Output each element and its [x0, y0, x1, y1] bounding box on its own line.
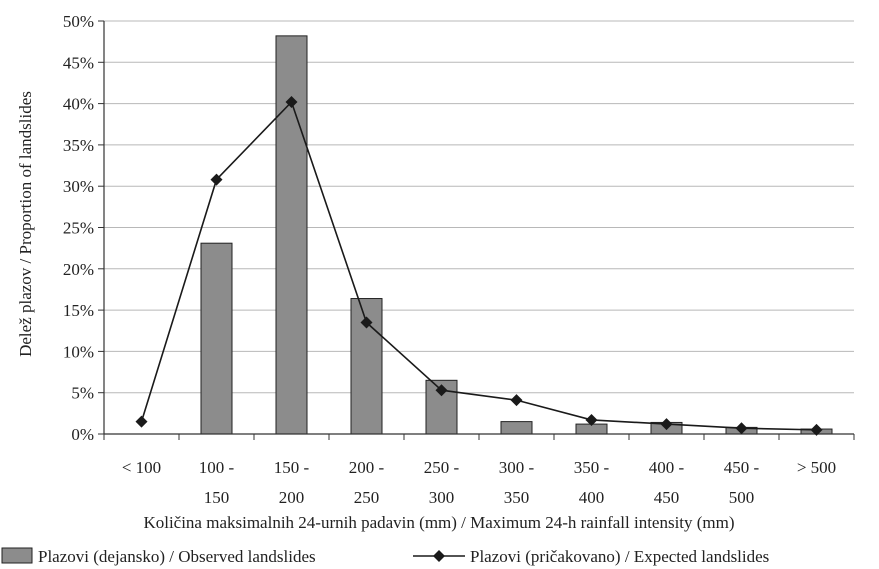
y-tick-label: 35%	[63, 136, 94, 155]
x-tick-label: 400 -	[649, 458, 685, 477]
line-point	[285, 95, 298, 108]
y-axis-label: Delež plazov / Proportion of landslides	[16, 91, 35, 357]
y-tick-label: 30%	[63, 177, 94, 196]
x-tick-label: > 500	[797, 458, 836, 477]
line-series	[135, 95, 823, 436]
y-tick-labels: 0% 5% 10% 15% 20% 25% 30% 35% 40% 45% 50%	[63, 12, 94, 444]
line-point	[510, 394, 523, 407]
x-tick-label: 150	[204, 488, 230, 507]
y-tick-label: 0%	[71, 425, 94, 444]
y-tick-label: 50%	[63, 12, 94, 31]
y-tick-label: 5%	[71, 384, 94, 403]
x-tick-label: 300	[429, 488, 455, 507]
legend-marker-expected	[433, 550, 445, 562]
x-tick-labels: < 100 100 - 150 150 - 200 200 - 250 250 - 300 300…	[122, 458, 836, 507]
y-tick-label: 15%	[63, 301, 94, 320]
bar	[500, 421, 533, 435]
line-point	[360, 316, 373, 329]
x-tick-label: 150 -	[274, 458, 310, 477]
x-tick-label: 350	[504, 488, 530, 507]
line-point	[135, 415, 148, 428]
x-tick-label: < 100	[122, 458, 161, 477]
y-tick-label: 25%	[63, 219, 94, 238]
bar-series	[200, 35, 833, 435]
line-point	[810, 423, 823, 436]
legend-swatch-observed	[1, 547, 33, 564]
x-tick-label: 100 -	[199, 458, 235, 477]
x-tick-label: 200 -	[349, 458, 385, 477]
x-tick-label: 350 -	[574, 458, 610, 477]
legend: Plazovi (dejansko) / Observed landslides…	[1, 547, 769, 566]
bar	[200, 242, 233, 435]
x-tick-label: 450 -	[724, 458, 760, 477]
expected-line	[140, 100, 817, 431]
line-point	[210, 173, 223, 186]
x-tick-label: 200	[279, 488, 305, 507]
line-point	[435, 384, 448, 397]
line-point	[660, 418, 673, 431]
x-tick-label: 500	[729, 488, 755, 507]
x-tick-label: 450	[654, 488, 680, 507]
x-tick-label: 250	[354, 488, 380, 507]
line-point	[735, 422, 748, 435]
y-tick-label: 45%	[63, 53, 94, 72]
x-tick-label: 300 -	[499, 458, 535, 477]
y-tick-label: 10%	[63, 342, 94, 361]
x-tick-label: 250 -	[424, 458, 460, 477]
x-tick-label: 400	[579, 488, 605, 507]
legend-label-observed: Plazovi (dejansko) / Observed landslides	[38, 547, 316, 566]
bar	[275, 35, 308, 435]
y-tick-label: 20%	[63, 260, 94, 279]
axes	[98, 20, 855, 440]
line-point	[585, 413, 598, 426]
legend-label-expected: Plazovi (pričakovano) / Expected landsli…	[470, 547, 769, 566]
x-axis-label: Količina maksimalnih 24-urnih padavin (m…	[143, 513, 734, 532]
y-tick-label: 40%	[63, 95, 94, 114]
